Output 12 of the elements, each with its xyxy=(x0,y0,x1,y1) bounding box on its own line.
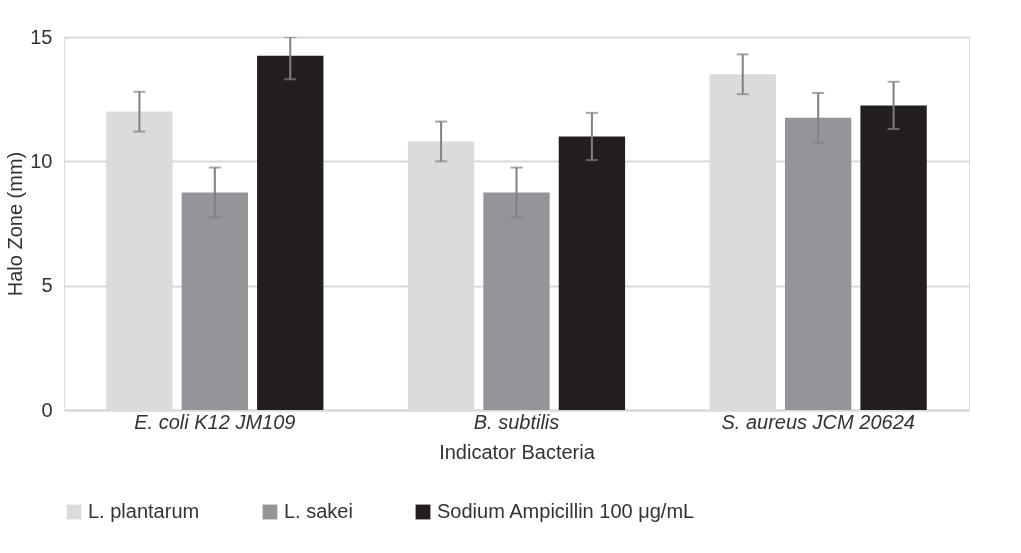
y-axis-title: Halo Zone (mm) xyxy=(4,151,27,297)
y-tick-label: 10 xyxy=(30,149,53,172)
legend-label: Sodium Ampicillin 100 μg/mL xyxy=(437,500,695,522)
y-tick-label: 0 xyxy=(41,398,53,421)
legend-label: L. sakei xyxy=(284,500,353,522)
x-tick-label: B. subtilis xyxy=(473,410,560,433)
y-tick-label: 5 xyxy=(41,274,53,297)
legend-label: L. plantarum xyxy=(88,500,200,522)
y-tick-label: 15 xyxy=(30,25,53,48)
x-tick-label: E. coli K12 JM109 xyxy=(134,410,296,433)
x-tick-label: S. aureus JCM 20624 xyxy=(721,410,915,433)
x-axis-title: Indicator Bacteria xyxy=(439,440,596,463)
